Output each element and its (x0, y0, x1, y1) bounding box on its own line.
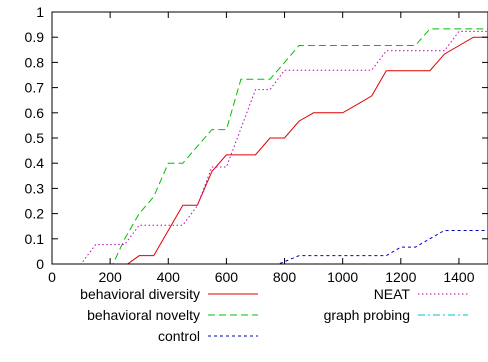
x-tick-label: 1400 (443, 269, 474, 285)
legend-label: behavioral novelty (87, 307, 200, 323)
series-layer (52, 28, 488, 265)
series-line-behavioral-novelty (52, 28, 488, 265)
x-tick-label: 0 (48, 269, 56, 285)
legend-item: graph probing (324, 307, 468, 323)
x-tick-label: 400 (157, 269, 181, 285)
legend-item: control (158, 328, 258, 344)
y-tick-label: 0.8 (25, 54, 45, 70)
legend-item: NEAT (374, 286, 468, 302)
y-tick-label: 0.7 (25, 80, 45, 96)
y-tick-label: 0.3 (25, 180, 45, 196)
series-line-control (52, 229, 488, 265)
ticks-layer: 0 200 400 600 800 1000 1200 1400 0 0.1 0.2 0.3 0.4 0.… (25, 4, 488, 285)
legend: behavioral diversity behavioral novelty co… (80, 286, 468, 344)
y-tick-label: 0.6 (25, 105, 45, 121)
y-tick-label: 0.5 (25, 130, 45, 146)
y-tick-label: 0.9 (25, 29, 45, 45)
y-tick-label: 0.4 (25, 155, 45, 171)
x-tick-label: 1200 (385, 269, 416, 285)
legend-label: behavioral diversity (80, 286, 200, 302)
legend-label: NEAT (374, 286, 411, 302)
y-tick-label: 0.1 (25, 231, 45, 247)
series-line-behavioral-diversity (52, 36, 488, 265)
x-tick-label: 800 (273, 269, 297, 285)
x-tick-label: 600 (215, 269, 239, 285)
legend-item: behavioral diversity (80, 286, 258, 302)
y-tick-label: 1 (36, 4, 44, 20)
y-tick-label: 0.2 (25, 206, 45, 222)
y-tick-label: 0 (36, 256, 44, 272)
x-tick-label: 1000 (327, 269, 358, 285)
legend-label: control (158, 328, 200, 344)
series-line-NEAT (52, 30, 488, 265)
x-tick-label: 200 (98, 269, 122, 285)
legend-item: behavioral novelty (87, 307, 258, 323)
legend-label: graph probing (324, 307, 410, 323)
